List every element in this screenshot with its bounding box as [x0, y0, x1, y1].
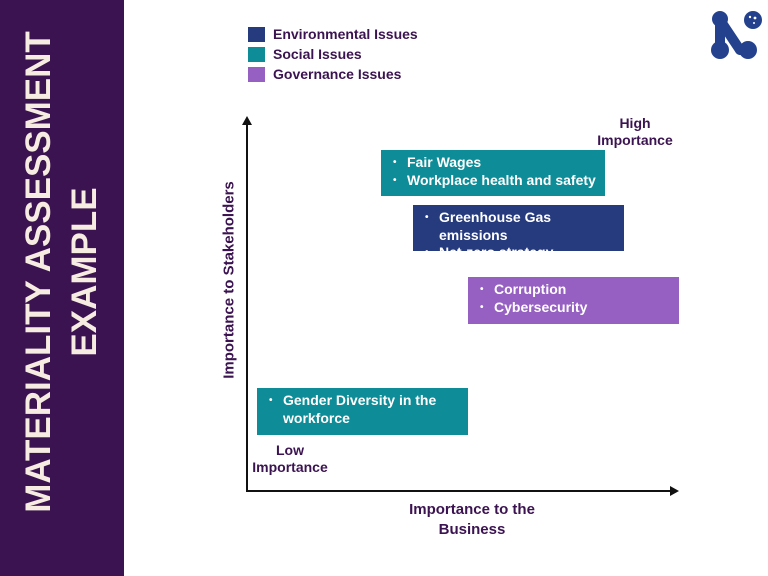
legend-label: Social Issues: [273, 46, 362, 62]
y-axis-arrow-icon: [242, 116, 252, 125]
social-issues-box-low: Gender Diversity in the workforce: [257, 388, 468, 435]
y-axis-line: [246, 122, 248, 492]
legend-swatch-social: [248, 46, 265, 62]
x-axis-label: Importance to the Business: [402, 500, 542, 540]
x-axis-line: [246, 490, 672, 492]
legend-label: Environmental Issues: [273, 26, 418, 42]
social-issues-box-high: Fair Wages Workplace health and safety: [381, 150, 605, 196]
issue-item-continued: workforce: [283, 409, 350, 426]
issue-item: Cybersecurity: [480, 299, 671, 317]
low-importance-label: Low Importance: [248, 442, 332, 476]
low-label-line-2: Importance: [252, 459, 328, 475]
issue-item: Net-zero strategy: [425, 244, 616, 262]
issue-item: Gender Diversity in the: [269, 392, 460, 410]
legend-item-environmental: Environmental Issues: [248, 24, 418, 44]
legend: Environmental Issues Social Issues Gover…: [248, 24, 418, 84]
page-title: MATERIALITY ASSESSMENT EXAMPLE: [16, 31, 108, 513]
y-axis-label: Importance to Stakeholders: [220, 181, 238, 379]
legend-swatch-governance: [248, 66, 265, 82]
sidebar-banner: MATERIALITY ASSESSMENT EXAMPLE: [0, 0, 124, 576]
title-line-1: MATERIALITY ASSESSMENT: [19, 31, 58, 513]
high-label-line-2: Importance: [597, 132, 673, 148]
governance-issues-box: Corruption Cybersecurity: [468, 277, 679, 324]
issue-item: Corruption: [480, 281, 671, 299]
x-label-line-1: Importance to the: [409, 501, 535, 518]
network-node-logo-icon: [711, 11, 762, 59]
x-label-line-2: Business: [438, 521, 506, 538]
legend-swatch-environmental: [248, 26, 265, 42]
environmental-issues-box: Greenhouse Gas emissions Net-zero strate…: [413, 205, 624, 261]
issue-item: Fair Wages: [393, 154, 597, 172]
high-label-line-1: High: [619, 115, 651, 131]
issue-item: Workplace health and safety: [393, 172, 597, 190]
legend-item-social: Social Issues: [248, 44, 418, 64]
legend-label: Governance Issues: [273, 66, 402, 82]
high-importance-label: High Importance: [590, 115, 680, 149]
x-axis-arrow-icon: [670, 486, 679, 496]
issue-item: Greenhouse Gas emissions: [425, 209, 616, 244]
title-line-2: EXAMPLE: [65, 187, 104, 357]
legend-item-governance: Governance Issues: [248, 64, 418, 84]
low-label-line-1: Low: [276, 442, 304, 458]
